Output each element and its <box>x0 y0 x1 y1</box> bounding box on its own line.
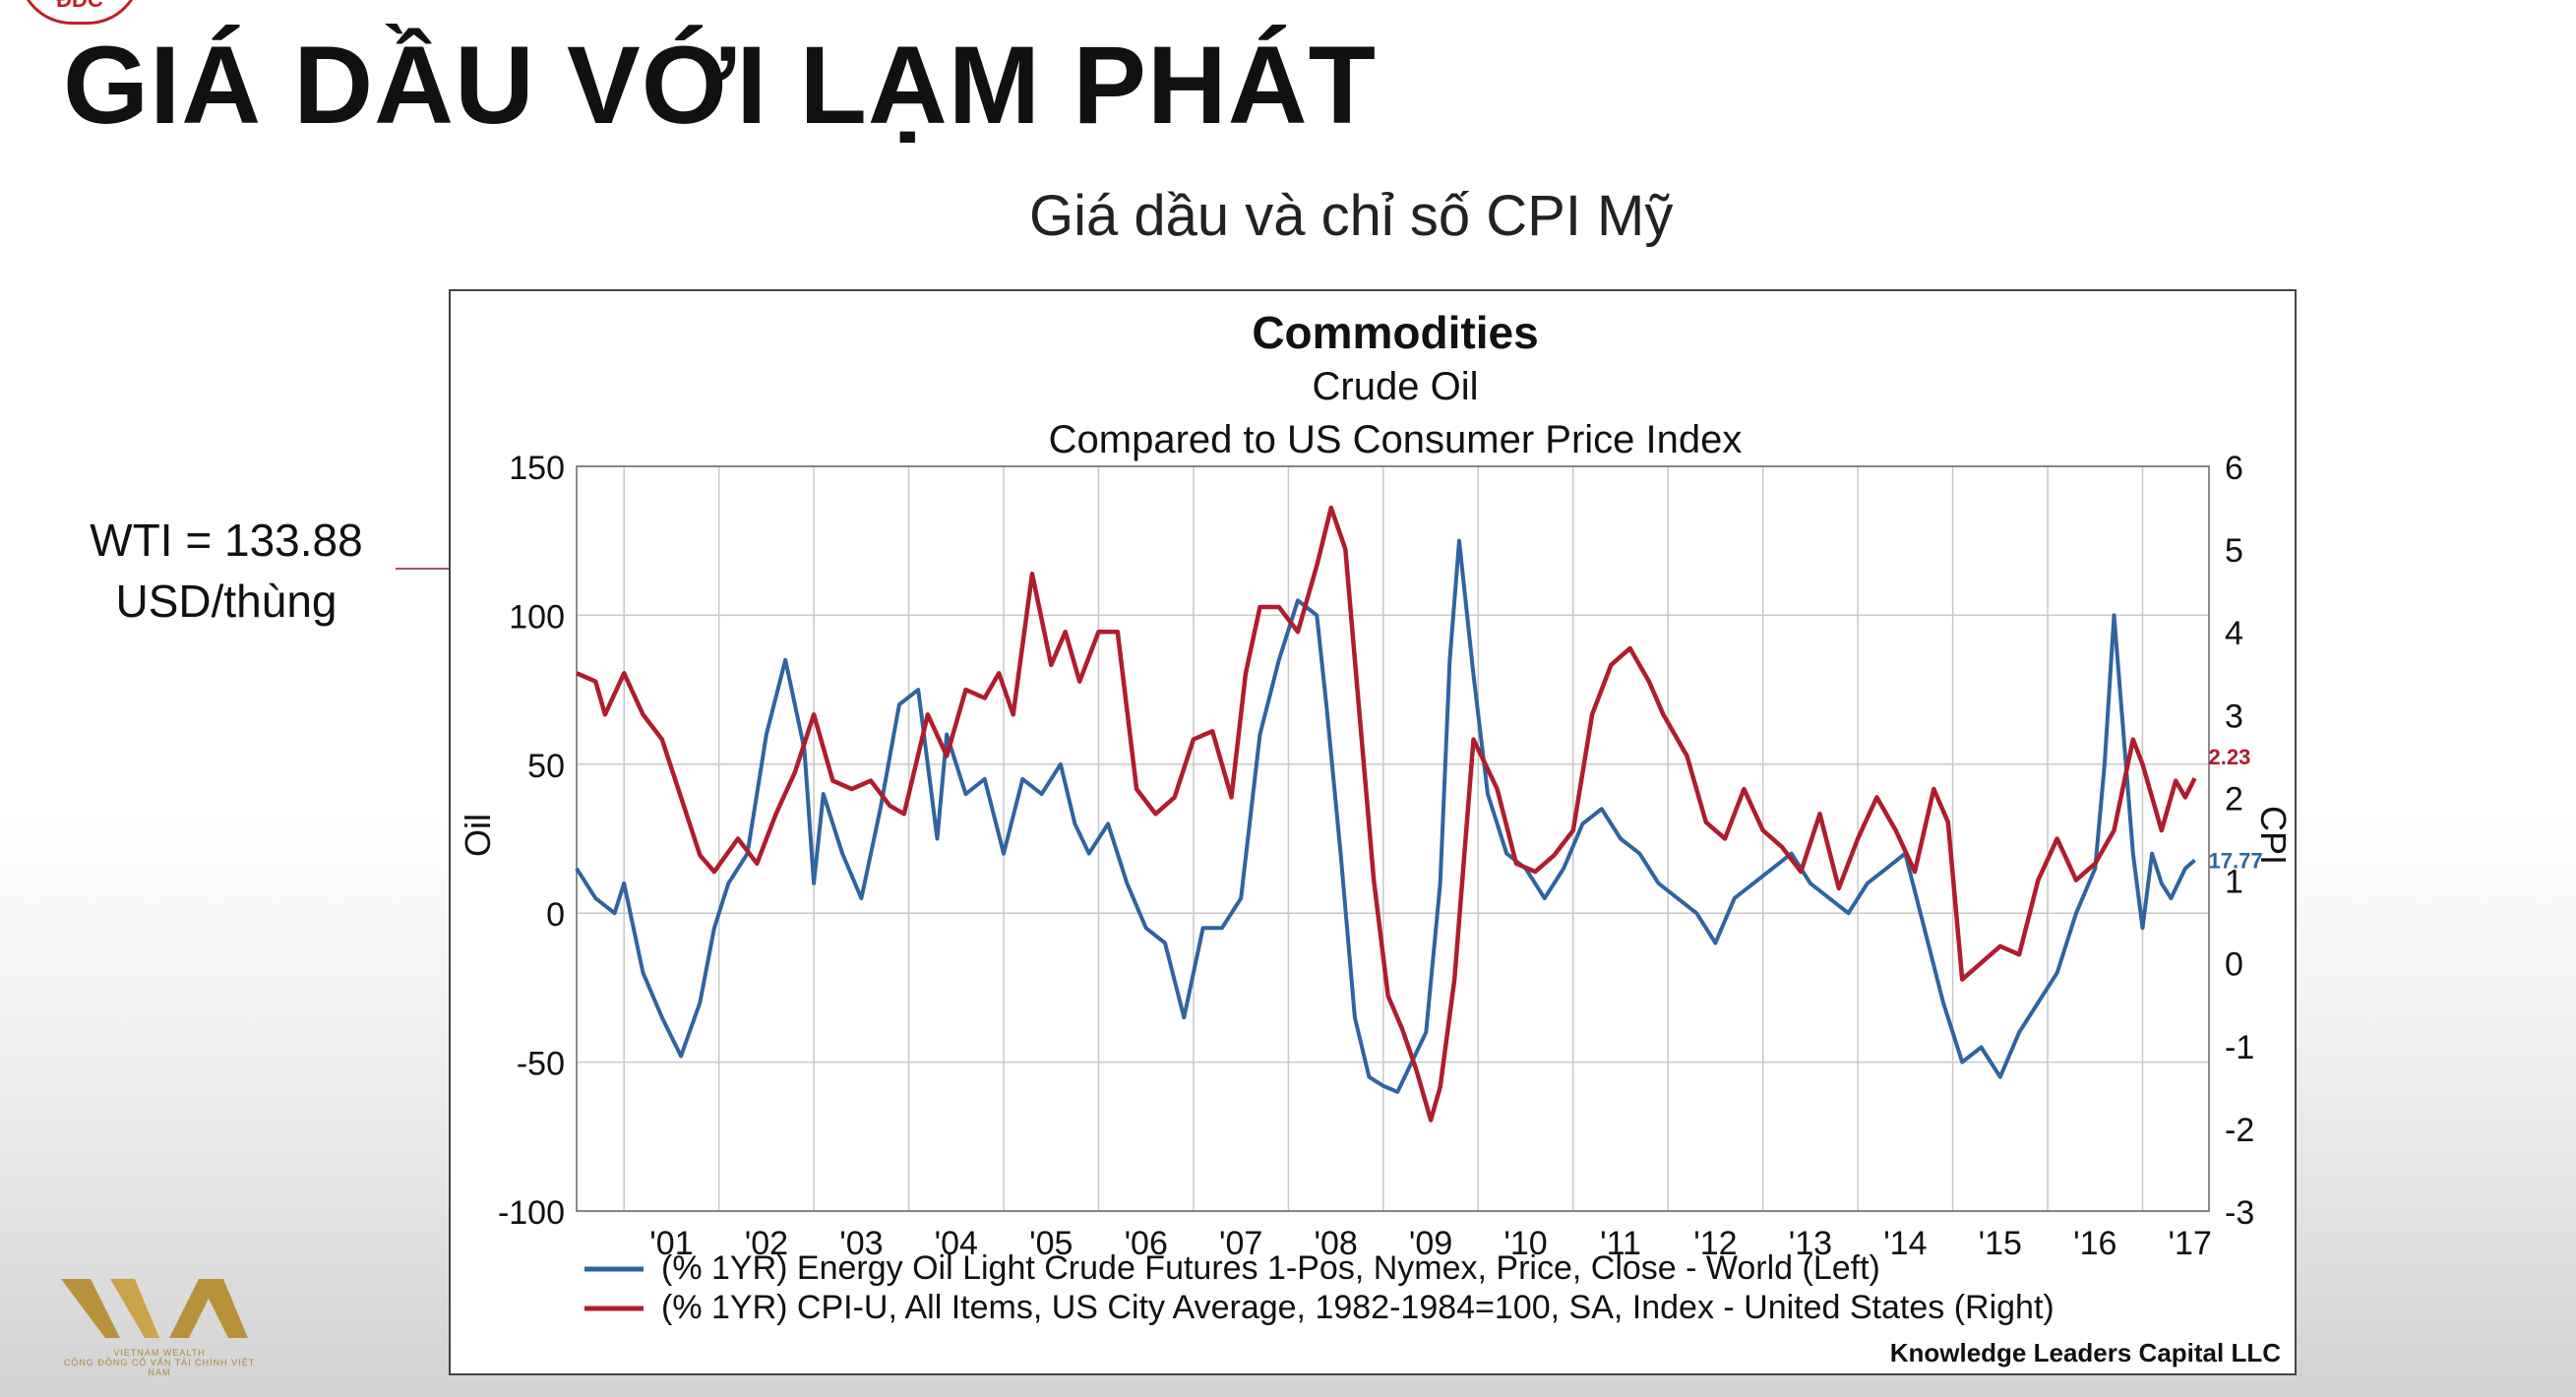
brand-logo-mark <box>61 1279 248 1338</box>
cpi-series-line <box>576 505 2197 1123</box>
x-tick-label: '03 <box>839 1225 883 1262</box>
brand-text: VIETNAM WEALTH <box>113 1348 206 1358</box>
series-layer: 17.77 2.23 <box>575 505 2263 1123</box>
x-tick-label: '05 <box>1029 1225 1073 1262</box>
x-tick-label: '17 <box>2169 1225 2212 1262</box>
y-right-tick-label: 2 <box>2225 780 2243 818</box>
y-left-tick-label: -50 <box>517 1046 565 1083</box>
slide-subtitle: Giá dầu và chỉ số CPI Mỹ <box>1029 184 1674 248</box>
x-tick-label: '07 <box>1219 1225 1262 1262</box>
oil-cpi-chart: Commodities Crude Oil Compared to US Con… <box>458 307 2294 1367</box>
chart-source: Knowledge Leaders Capital LLC <box>1890 1338 2282 1367</box>
x-tick-label: '15 <box>1979 1225 2022 1262</box>
x-tick-label: '02 <box>745 1225 788 1262</box>
legend-cpi-label: (% 1YR) CPI-U, All Items, US City Averag… <box>661 1289 2055 1326</box>
chart-frame: Commodities Crude Oil Compared to US Con… <box>449 289 2297 1375</box>
y-left-tick-label: 100 <box>509 598 565 636</box>
x-tick-label: '12 <box>1693 1225 1737 1262</box>
wti-callout-value: WTI = 133.88 <box>90 515 363 566</box>
wti-callout-unit: USD/thùng <box>115 576 337 627</box>
y-right-tick-label: -3 <box>2225 1194 2254 1232</box>
y-right-tick-label: 5 <box>2225 532 2243 570</box>
cpi-last-value-label: 2.23 <box>2209 745 2251 769</box>
x-tick-label: '06 <box>1125 1225 1168 1262</box>
brand-logo: VIETNAM WEALTH CỘNG ĐỒNG CỐ VẤN TÀI CHÍN… <box>51 1269 268 1377</box>
x-tick-label: '04 <box>935 1225 978 1262</box>
x-tick-label: '13 <box>1789 1225 1832 1262</box>
y-axis-left-label: Oil <box>458 814 498 857</box>
y-right-tick-label: 0 <box>2225 946 2243 984</box>
tick-layer: 150 100 50 0 -50 -100 6 5 4 3 2 1 0 -1 -2 -3 '01 '02 '03 '0… <box>498 450 2254 1262</box>
wti-callout: WTI = 133.88 USD/thùng <box>59 510 394 632</box>
x-tick-label: '09 <box>1409 1225 1452 1262</box>
y-right-tick-label: 1 <box>2225 864 2243 901</box>
x-tick-label: '14 <box>1883 1225 1927 1262</box>
y-left-tick-label: 50 <box>527 748 565 785</box>
y-right-tick-label: 4 <box>2225 615 2243 652</box>
x-tick-label: '08 <box>1314 1225 1357 1262</box>
x-tick-label: '16 <box>2073 1225 2116 1262</box>
corner-logo-text: ĐDC <box>56 0 103 12</box>
y-left-tick-label: -100 <box>498 1194 565 1232</box>
x-tick-label: '11 <box>1600 1225 1641 1262</box>
chart-title: Commodities <box>1252 307 1538 358</box>
y-right-tick-label: -1 <box>2225 1029 2254 1066</box>
chart-subtitle-1: Crude Oil <box>1313 365 1479 408</box>
y-right-tick-label: 3 <box>2225 698 2243 735</box>
grid-layer <box>576 465 2210 1212</box>
plot-area-border <box>576 465 2210 1212</box>
legend: (% 1YR) Energy Oil Light Crude Futures 1… <box>584 1249 2055 1326</box>
oil-last-value-label: 17.77 <box>2209 848 2263 873</box>
y-axis-right-label: CPI <box>2253 806 2294 865</box>
x-tick-label: '10 <box>1503 1225 1547 1262</box>
legend-oil-label: (% 1YR) Energy Oil Light Crude Futures 1… <box>661 1249 1880 1287</box>
y-left-tick-label: 0 <box>546 896 565 934</box>
y-right-tick-label: 6 <box>2225 450 2243 487</box>
oil-series-line <box>575 538 2196 1094</box>
brand-tagline: CỘNG ĐỒNG CỐ VẤN TÀI CHÍNH VIỆT NAM <box>63 1358 256 1377</box>
y-right-tick-label: -2 <box>2225 1112 2254 1149</box>
x-tick-label: '01 <box>649 1225 693 1262</box>
page-title: GIÁ DẦU VỚI LẠM PHÁT <box>63 24 1378 147</box>
y-left-tick-label: 150 <box>509 450 565 487</box>
chart-subtitle-2: Compared to US Consumer Price Index <box>1049 418 1743 461</box>
